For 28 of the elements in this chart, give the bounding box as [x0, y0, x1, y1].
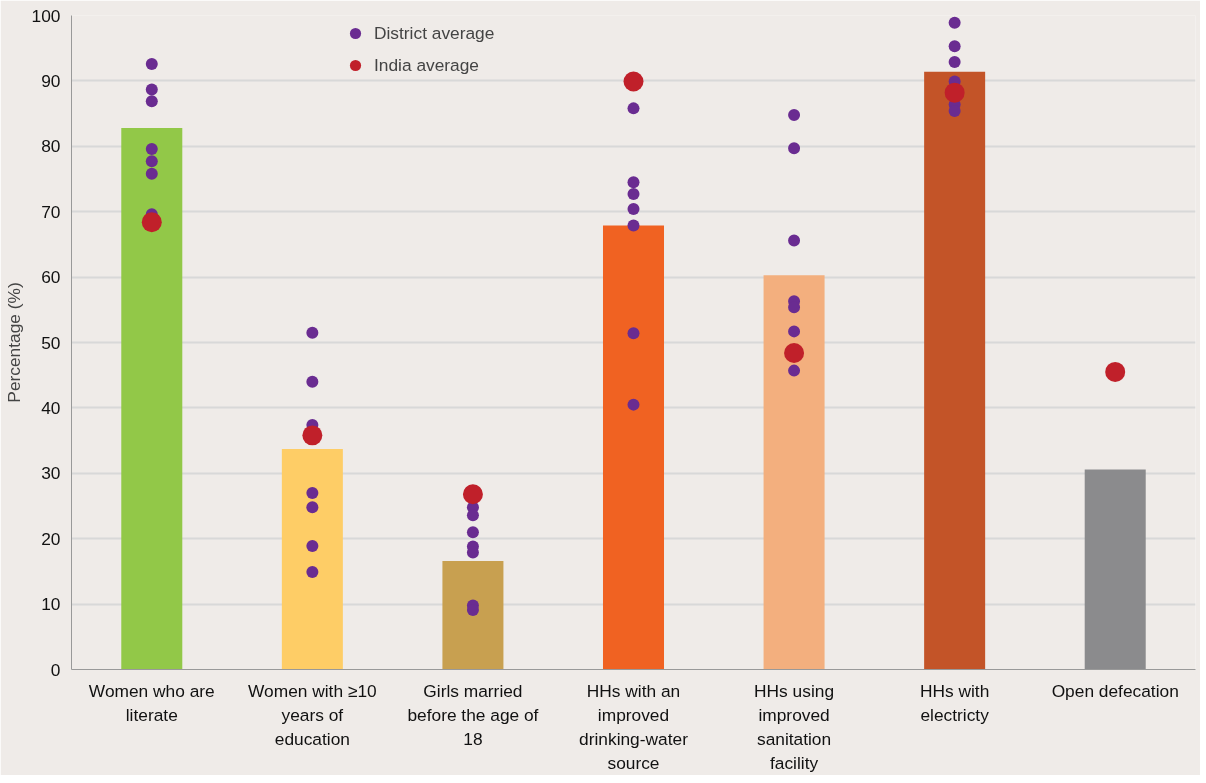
y-tick-label: 50	[41, 332, 61, 353]
x-tick-label: Open defecation	[1051, 680, 1179, 701]
bar	[121, 127, 183, 670]
bar	[442, 560, 504, 670]
bar	[602, 225, 665, 670]
y-tick-label: 80	[41, 136, 61, 157]
y-tick-label: 0	[50, 659, 61, 680]
x-tick-label: HHs using improved sanitation facility	[754, 680, 835, 773]
bar	[924, 71, 986, 670]
y-tick-label: 30	[41, 463, 61, 484]
legend-label: District average	[374, 22, 495, 44]
x-tick-label: Girls married before the age of 18	[407, 680, 539, 749]
x-tick-label: Women with ≥10 years of education	[248, 680, 377, 749]
y-tick-label: 90	[41, 70, 61, 91]
x-tick-label: HHs with an improved drinking-water source	[579, 680, 689, 773]
legend-label: India average	[374, 54, 480, 76]
y-tick-label: 70	[41, 201, 61, 222]
y-tick-label: 60	[41, 267, 61, 288]
y-tick-label: 10	[41, 594, 61, 615]
bar	[281, 449, 343, 670]
x-tick-label: HHs with electricty	[919, 680, 990, 725]
y-tick-label: 40	[41, 397, 61, 418]
y-axis-title: Percentage (%)	[3, 282, 24, 403]
y-tick-label: 20	[41, 528, 61, 549]
y-tick-label: 100	[31, 5, 61, 26]
bar	[1084, 469, 1146, 670]
x-tick-label: Women who are literate	[88, 680, 215, 725]
bar	[763, 275, 825, 670]
